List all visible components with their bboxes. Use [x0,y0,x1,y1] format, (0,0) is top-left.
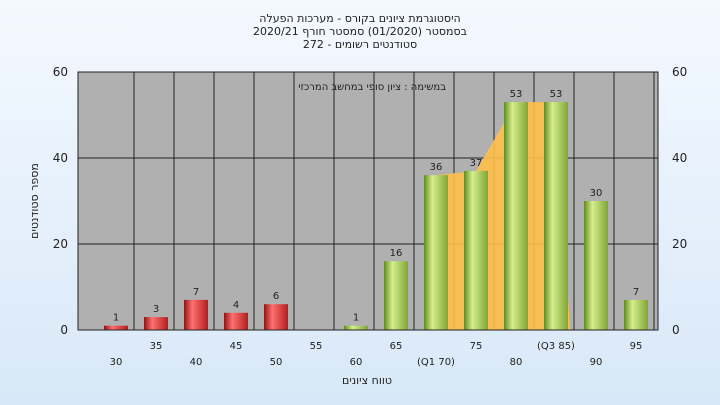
y-tick-label-left: 40 [53,151,68,165]
bar-value-label: 30 [590,188,603,199]
x-tick-label: 80 [510,357,523,368]
x-tick-label: 95 [630,341,643,352]
bar-value-label: 53 [510,89,523,100]
title-line-1: היסטוגרמת ציונים בקורס - מערכות הפעלה [259,12,460,25]
title-line-2: בסמסטר (01/2020) סמסטר חורף 2020/21 [253,25,467,38]
chart-annotation: במשימה : ציון סופי במחשב המרכזי [298,82,446,93]
bar-Q385 [544,102,568,330]
interquartile-band [428,102,570,330]
bar-value-label: 6 [273,291,279,302]
chart-title: היסטוגרמת ציונים בקורס - מערכות הפעלה בס… [253,12,467,51]
x-tick-label: 90 [590,357,603,368]
y-tick-label-left: 60 [53,65,68,79]
bar-35 [144,317,168,330]
x-tick-label: 55 [310,341,323,352]
x-tick-label: (Q3 85) [537,341,575,352]
bar-50 [264,304,288,330]
x-tick-label: 75 [470,341,483,352]
x-tick-label: 60 [350,357,363,368]
x-tick-label: (Q1 70) [417,357,455,368]
bar-value-label: 37 [470,158,483,169]
x-tick-label: 35 [150,341,163,352]
y-tick-label-right: 20 [672,237,687,251]
bar-65 [384,261,408,330]
bar-80 [504,102,528,330]
bar-30 [104,325,128,330]
bar-40 [184,299,208,330]
bar-value-label: 36 [430,162,443,173]
x-axis-label: טווח ציונים [342,374,392,387]
x-tick-label: 65 [390,341,403,352]
title-line-3: סטודנטים רשומים - 272 [303,38,417,51]
x-tick-label: 45 [230,341,243,352]
bar-value-label: 4 [233,300,239,311]
x-tick-label: 50 [270,357,283,368]
y-tick-label-left: 0 [60,323,68,337]
bar-value-label: 16 [390,248,403,259]
y-tick-label-right: 0 [672,323,680,337]
y-tick-label-left: 20 [53,237,68,251]
plot-area [78,72,658,330]
y-tick-label-right: 60 [672,65,687,79]
x-tick-label: 30 [110,357,123,368]
y-tick-label-right: 40 [672,151,687,165]
y-axis-right: 0 20 40 60 [672,65,687,337]
x-tick-label: 40 [190,357,203,368]
bar-75 [464,170,488,330]
bar-value-label: 53 [550,89,563,100]
bar-90 [584,201,608,330]
bars [104,102,648,330]
bar-value-label: 7 [633,287,639,298]
bar-value-label: 1 [353,313,359,324]
bar-45 [224,312,248,330]
y-axis-label: מספר סטודנטים [28,163,41,239]
y-axis-left: 0 20 40 60 [53,65,68,337]
bar-value-label: 3 [153,304,159,315]
bar-60 [344,325,368,330]
bar-value-label: 1 [113,313,119,324]
bar-Q170 [424,175,448,330]
bar-95 [624,299,648,330]
x-axis-ticks: 30 35 40 45 50 55 60 65 (Q1 70) 75 80 (Q3 85) 90 95 [110,341,643,368]
bar-value-label: 7 [193,287,199,298]
